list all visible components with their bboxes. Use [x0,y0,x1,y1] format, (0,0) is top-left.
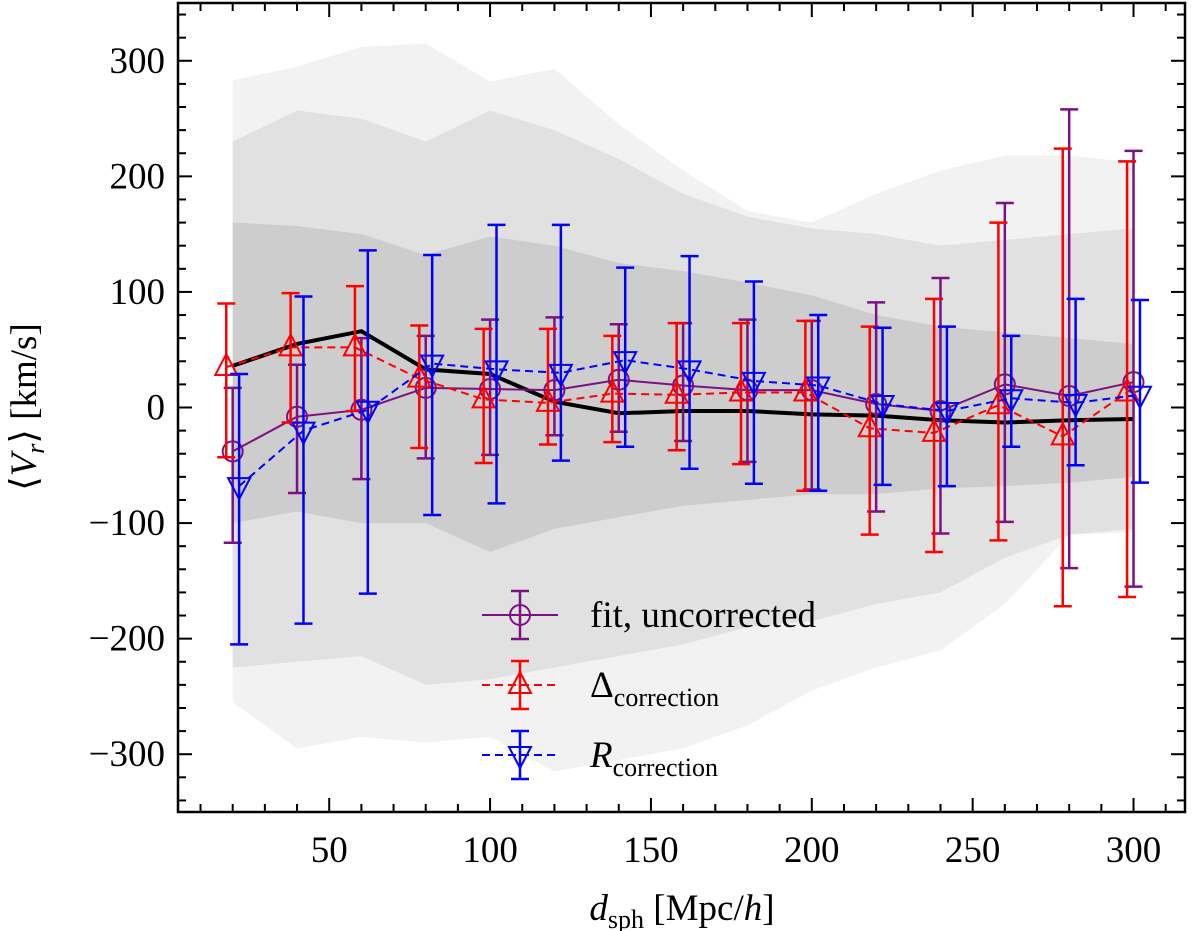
series-2 [226,223,1153,646]
data-point [728,377,754,402]
data-point [612,351,638,376]
data-point [993,373,1016,396]
plot-frame [176,1,1187,814]
y-tick-label: 100 [110,272,166,313]
ticks: 50 100 150 200 250 300 −300 −200 −100 0 100 200 300 [89,3,1185,871]
x-tick-label: 150 [623,830,679,871]
data-point [607,368,630,391]
data-point [286,405,309,428]
y-axis-label: ⟨Vr⟩ [km/s] [4,323,50,490]
legend-label-sub: correction [613,753,718,782]
data-point [1127,385,1153,410]
x-tick-label: 250 [945,830,1001,871]
data-point [921,417,947,442]
legend-marker [509,604,531,626]
data-point [805,376,831,401]
y-tick-label: 0 [147,388,166,429]
data-point [535,387,561,412]
legend-item-0: fit, uncorrected [482,589,816,641]
data-point [998,389,1024,414]
data-point [857,413,883,438]
data-point [483,360,510,385]
series-line [232,378,1134,453]
legend-label: fit, uncorrected [590,595,816,636]
data-point [213,351,239,377]
legend-label-main: R [589,735,613,776]
y-tick-label: −200 [89,619,165,660]
y-tick-label: −100 [89,503,165,544]
data-point [676,360,703,385]
y-tick-label: 200 [110,156,166,197]
data-point [419,354,445,379]
data-point [342,332,368,357]
x-axis-label: dsph [Mpc/h] [589,888,774,931]
x-tick-label: 300 [1106,830,1162,871]
data-point [290,421,317,446]
data-point [1114,377,1140,402]
legend-item-1: Δcorrection [482,659,719,712]
legend-label-main: fit, uncorrected [590,595,816,636]
data-point [226,477,252,502]
data-point [869,395,896,420]
x-tick-label: 200 [784,830,840,871]
data-point [1062,393,1089,419]
data-point [792,377,819,402]
data-point [548,363,574,388]
x-tick-label: 50 [311,830,348,871]
series-1 [213,147,1140,608]
legend-label: Rcorrection [589,735,718,782]
legend-marker [507,669,533,694]
legend-label: Δcorrection [590,665,719,712]
legend-marker [507,746,533,771]
y-tick-label: −300 [89,734,165,775]
data-point [741,371,767,397]
series-layer [213,108,1153,646]
data-point [934,401,960,427]
data-point [1058,384,1081,407]
data-point [277,332,304,357]
legend-label-main: Δ [590,665,614,706]
data-point [1050,421,1076,446]
data-point [221,440,244,463]
series-line [238,359,1141,487]
data-point [355,400,381,425]
y-tick-label: 300 [110,41,166,82]
x-tick-label: 100 [462,830,518,871]
legend-label-sub: correction [614,683,719,712]
data-point [470,384,497,409]
legend-item-2: Rcorrection [482,729,718,782]
data-point [664,379,690,404]
data-point [599,378,625,403]
